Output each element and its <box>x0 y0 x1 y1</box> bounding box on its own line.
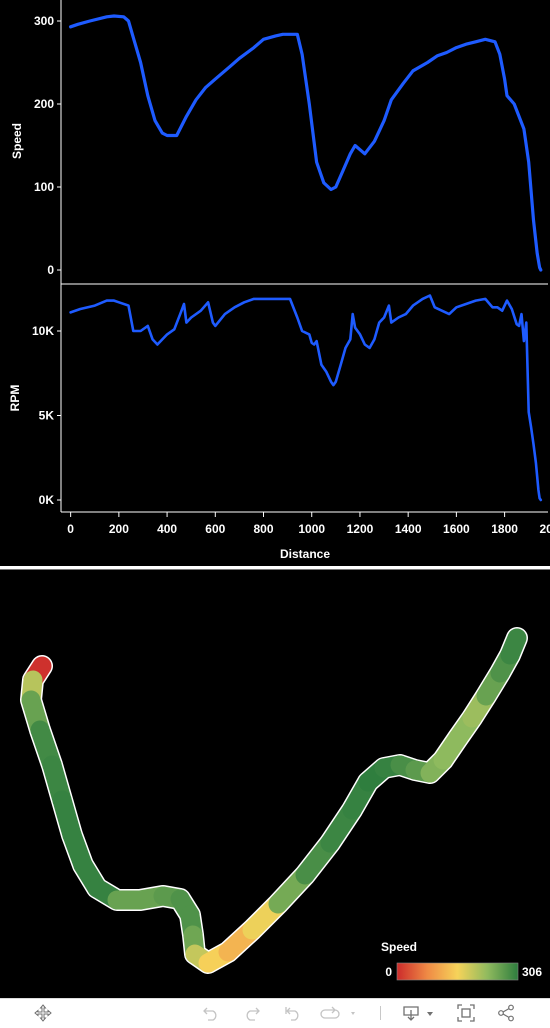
legend-max-label: 306 <box>522 965 542 979</box>
speed-tick-label: 200 <box>34 97 54 111</box>
x-tick-label: 200 <box>109 522 129 536</box>
speed-tick-label: 0 <box>47 263 54 277</box>
redo-icon[interactable] <box>241 1003 263 1023</box>
toolbar <box>0 998 550 1028</box>
speed-axis-title: Speed <box>10 123 24 159</box>
share-icon[interactable] <box>495 1003 517 1023</box>
speed-series-line <box>68 14 543 272</box>
track-colored-path <box>21 628 527 973</box>
distance-axis-title: Distance <box>280 547 330 561</box>
x-tick-label: 1200 <box>347 522 374 536</box>
rpm-tick-label: 0K <box>39 493 55 507</box>
track-map-panel: Speed 0 306 <box>0 569 550 999</box>
speed-rpm-charts: 0 100 200 300 Speed 0K 5K 10K RPM 0 200 400 600 800… <box>8 0 550 561</box>
revert-icon[interactable] <box>282 1003 304 1023</box>
x-tick-label: 400 <box>157 522 177 536</box>
rpm-axis-title: RPM <box>8 385 22 412</box>
speed-tick-label: 100 <box>34 180 54 194</box>
distance-axis: 0 200 400 600 800 1000 1200 1400 1600 1800 2000 Dis… <box>61 511 550 561</box>
track-segment <box>500 628 527 665</box>
refresh-icon[interactable] <box>318 1003 362 1023</box>
x-tick-label: 1600 <box>443 522 470 536</box>
rpm-tick-label: 10K <box>32 324 54 338</box>
legend-title: Speed <box>381 940 417 954</box>
rpm-chart: 0K 5K 10K RPM <box>8 284 543 512</box>
charts-panel: 0 100 200 300 Speed 0K 5K 10K RPM 0 200 400 600 800… <box>0 0 550 566</box>
x-tick-label: 1800 <box>491 522 518 536</box>
speed-legend: Speed 0 306 <box>381 940 542 981</box>
x-tick-label: 1400 <box>395 522 422 536</box>
rpm-tick-label: 5K <box>39 409 55 423</box>
toolbar-separator <box>380 1006 381 1020</box>
move-arrows-icon[interactable] <box>32 1003 54 1023</box>
x-tick-label: 800 <box>253 522 273 536</box>
legend-min-label: 0 <box>385 965 392 979</box>
fullscreen-icon[interactable] <box>455 1003 477 1023</box>
speed-tick-label: 300 <box>34 14 54 28</box>
x-tick-label: 0 <box>67 522 74 536</box>
x-tick-label: 600 <box>205 522 225 536</box>
undo-icon[interactable] <box>200 1003 222 1023</box>
speed-chart: 0 100 200 300 Speed <box>10 0 548 285</box>
download-icon[interactable] <box>402 1003 438 1023</box>
track-map: Speed 0 306 <box>20 627 542 981</box>
x-tick-label: 2000 <box>539 522 550 536</box>
rpm-series-line <box>69 294 543 502</box>
x-tick-label: 1000 <box>298 522 325 536</box>
legend-gradient-bar <box>396 962 519 981</box>
